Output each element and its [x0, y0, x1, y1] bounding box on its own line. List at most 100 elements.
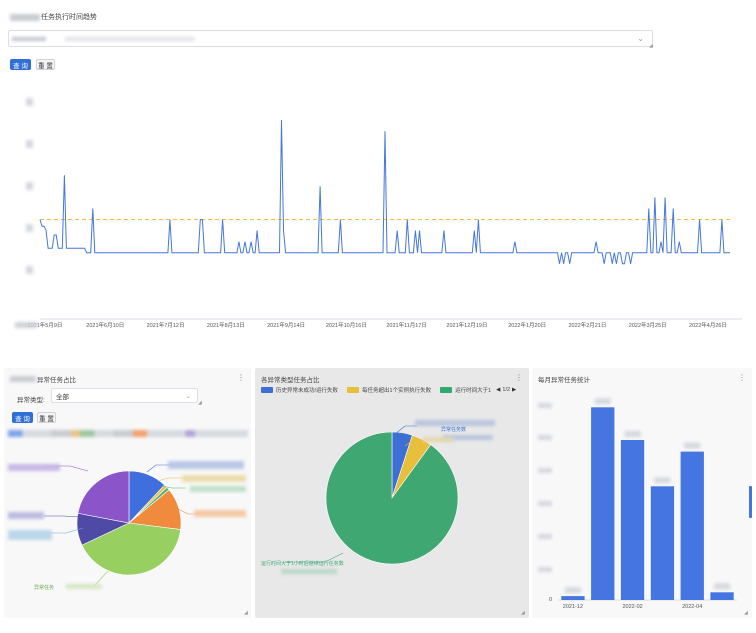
- masked-label: [190, 486, 246, 492]
- bar-2022-01[interactable]: [591, 407, 615, 600]
- masked-tick: [26, 266, 33, 274]
- panel-title-text: 每月异常任务统计: [538, 377, 590, 384]
- more-options-icon[interactable]: ⋮: [738, 373, 746, 382]
- pie-slices: [76, 470, 182, 576]
- masked-label: [168, 461, 244, 469]
- masked-tick: [26, 98, 33, 106]
- panel-title-text: 异常任务占比: [37, 377, 76, 384]
- monthly-bar-chart: 0 2021-12 2022-02 2022-04: [538, 398, 737, 610]
- pie-slices: [325, 431, 459, 565]
- masked-label: [423, 437, 453, 442]
- panel-title: 异常任务占比: [10, 374, 76, 384]
- x-tick-label: 2022年2月21日: [568, 321, 606, 329]
- masked-label: [443, 435, 493, 440]
- masked-bar-label: [714, 583, 731, 590]
- y-axis-masks: [26, 98, 33, 274]
- x-tick-label: 2021年10月16日: [326, 321, 367, 329]
- x-tick-label: 2021年5月9日: [28, 321, 63, 329]
- masked-label: [66, 584, 102, 589]
- panel-title: 每月异常任务统计: [538, 374, 590, 384]
- masked-tick: [26, 224, 33, 232]
- pie-slice-4[interactable]: [81, 522, 181, 576]
- y-tick-0: 0: [549, 597, 552, 603]
- x-tick-label: 2022-04: [682, 604, 702, 610]
- legend-item[interactable]: 历史异常未成功/运行失败: [276, 388, 339, 394]
- pie-callouts: 异常任务: [8, 461, 246, 591]
- legend-next-icon[interactable]: ▶: [512, 387, 517, 393]
- panel-query-button[interactable]: 查 询: [12, 412, 33, 423]
- more-options-icon[interactable]: ⋮: [515, 373, 523, 382]
- monthly-stats-panel: 每月异常任务统计 ⋮ 0 2021-12 2022-02 2022-04 ◢: [532, 368, 752, 618]
- abnormal-type-pie: 异常任务数 运行时间大于1小时后继续运行任务数: [261, 420, 495, 574]
- resize-handle-icon[interactable]: ◢: [649, 43, 653, 49]
- masked-text: [12, 37, 46, 41]
- masked-label: [281, 569, 337, 574]
- pie-slice-6[interactable]: [77, 470, 130, 524]
- resize-handle-icon[interactable]: ◢: [521, 610, 525, 616]
- x-tick-label: 2021-12: [563, 604, 583, 610]
- pie-label-long-running: 运行时间大于1小时后继续运行任务数: [261, 560, 344, 567]
- x-tick-label: 2022年4月26日: [689, 321, 727, 329]
- bars: [561, 398, 734, 600]
- x-tick-label: 2022年1月20日: [508, 321, 546, 329]
- x-tick-label: 2021年12月19日: [446, 321, 487, 329]
- x-tick-label: 2021年8月13日: [207, 321, 245, 329]
- masked-label: [415, 420, 495, 426]
- x-tick-label: 2021年9月14日: [267, 321, 305, 329]
- panel-scroll-indicator[interactable]: [749, 486, 752, 518]
- legend-swatch: [347, 387, 360, 393]
- legend-swatch: [261, 387, 273, 393]
- resize-handle-icon[interactable]: ◢: [244, 610, 248, 616]
- masked-tick: [26, 140, 33, 148]
- legend-masked: [8, 430, 248, 437]
- masked-bar-label: [684, 442, 701, 449]
- masked-text: [10, 13, 40, 21]
- legend-pager: 1/2: [502, 387, 511, 393]
- panel-reset-button[interactable]: 重 置: [37, 412, 56, 423]
- pie-slice-2[interactable]: [325, 431, 459, 565]
- abnormal-ratio-panel: 异常任务占比 ⋮ 异常类型: 全部 ⌄ ◢ 查 询 重 置 异常任务: [4, 368, 251, 618]
- bar-2022-03[interactable]: [650, 486, 675, 600]
- x-tick-label: 2021年6月10日: [86, 321, 124, 329]
- x-tick-label: 2021年11月17日: [386, 321, 427, 329]
- legend-prev-icon[interactable]: ◀: [496, 387, 501, 393]
- x-tick-label: 2022-02: [623, 604, 643, 610]
- page-title-text: 任务执行时间趋势: [41, 14, 97, 21]
- resize-handle-icon[interactable]: ◢: [198, 400, 202, 406]
- bar-2021-12[interactable]: [561, 596, 585, 600]
- pie-label-abnormal: 异常任务: [34, 584, 54, 591]
- reset-button[interactable]: 重 置: [36, 59, 55, 70]
- more-options-icon[interactable]: ⋮: [237, 373, 245, 382]
- x-tick-label: 2021年7月12日: [147, 321, 185, 329]
- legend-item[interactable]: 运行时间大于1: [455, 388, 492, 394]
- y-axis-masks: [538, 403, 552, 572]
- task-select[interactable]: ⌄: [8, 30, 653, 47]
- page-title: 任务执行时间趋势: [10, 12, 97, 22]
- masked-label: [194, 510, 246, 517]
- type-select-value: 全部: [56, 393, 69, 401]
- chevron-down-icon: ⌄: [185, 392, 191, 400]
- masked-label: [8, 464, 60, 471]
- masked-label: [8, 512, 44, 519]
- abnormal-type-panel: 各异常类型任务占比 ⋮ 历史异常未成功/运行失败 每任务超出1个实例执行失败 运…: [255, 368, 529, 618]
- bar-2022-02[interactable]: [620, 440, 645, 600]
- masked-text: [10, 376, 36, 382]
- pie-label-abnormal-count: 异常任务数: [441, 426, 466, 433]
- type-label: 异常类型:: [17, 397, 45, 404]
- type-select[interactable]: 全部 ⌄: [51, 388, 198, 403]
- panel-title: 各异常类型任务占比: [261, 374, 320, 384]
- legend-item[interactable]: 每任务超出1个实例执行失败: [362, 388, 432, 394]
- query-button[interactable]: 查 询: [10, 59, 31, 70]
- bar-2022-05[interactable]: [710, 592, 734, 600]
- trend-chart: 2021年5月9日 2021年6月10日 2021年7月12日 2021年8月13日 2…: [15, 98, 742, 329]
- masked-tick: [15, 322, 37, 328]
- x-axis-ticks: 2021-12 2022-02 2022-04: [563, 604, 702, 610]
- trend-series-line: [39, 120, 730, 265]
- resize-handle-icon[interactable]: ◢: [744, 610, 748, 616]
- masked-tick: [26, 182, 33, 190]
- x-axis-ticks: 2021年5月9日 2021年6月10日 2021年7月12日 2021年8月13日 2…: [28, 321, 727, 329]
- bar-2022-04[interactable]: [680, 451, 704, 600]
- masked-bar-label: [564, 587, 581, 594]
- masked-text: [65, 37, 195, 41]
- abnormal-ratio-pie: 异常任务: [8, 461, 246, 591]
